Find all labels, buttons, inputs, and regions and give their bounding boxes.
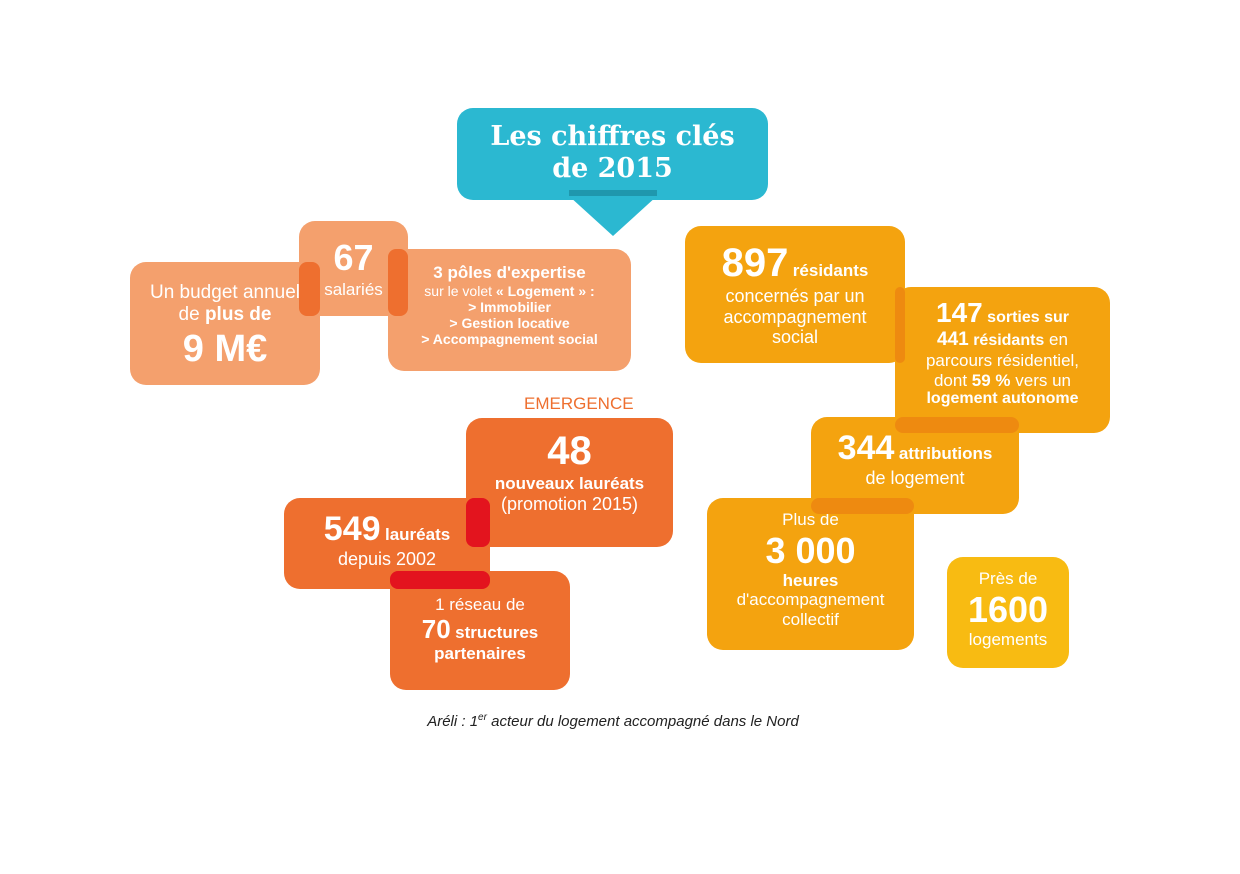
overlap-emergence-bottom <box>390 571 490 589</box>
staff-label: salariés <box>324 280 383 300</box>
expertise-item: > Gestion locative <box>449 314 570 331</box>
residents-box: 897 résidants concernés par un accompagn… <box>685 226 905 363</box>
expertise-box: 3 pôles d'expertise sur le volet « Logem… <box>388 249 631 371</box>
residents-line1: 897 résidants <box>721 241 869 285</box>
expertise-item: > Accompagnement social <box>421 330 598 347</box>
housing-box: Près de 1600 logements <box>947 557 1069 668</box>
overlap-staff-expertise <box>388 249 408 316</box>
footer-caption: Aréli : 1er acteur du logement accompagn… <box>427 712 799 730</box>
new-laureates-sub: (promotion 2015) <box>500 493 639 514</box>
expertise-sub: sur le volet « Logement » : <box>424 282 595 299</box>
total-laureates-box: 549 lauréats depuis 2002 <box>284 498 490 589</box>
title-bubble: Les chiffres clés de 2015 <box>457 108 768 200</box>
page-title-line2: de 2015 <box>552 153 673 184</box>
residents-line4: social <box>771 327 819 348</box>
exits-box: 147 sorties sur 441 résidants en parcour… <box>895 287 1110 433</box>
network-line2: 70 structures <box>421 613 539 644</box>
overlap-budget-staff <box>299 262 320 316</box>
housing-label: logements <box>968 629 1048 649</box>
exits-line3: parcours résidentiel, <box>925 351 1080 371</box>
overlap-exits-attributions <box>895 417 1019 433</box>
new-laureates-value: 48 <box>547 429 592 473</box>
new-laureates-box: 48 nouveaux lauréats (promotion 2015) <box>466 418 673 547</box>
exits-line5: logement autonome <box>926 390 1079 408</box>
total-laureates-sub: depuis 2002 <box>337 549 437 570</box>
title-bubble-pointer <box>569 196 657 236</box>
network-line3: partenaires <box>434 644 526 664</box>
staff-value: 67 <box>333 237 374 278</box>
exits-line2: 441 résidants en <box>937 329 1068 351</box>
new-laureates-label: nouveaux lauréats <box>494 474 645 493</box>
budget-line1: Un budget annuel <box>149 282 300 303</box>
overlap-emergence-top <box>466 498 490 547</box>
housing-pre: Près de <box>978 569 1038 588</box>
total-laureates-line: 549 lauréats <box>323 510 451 548</box>
hours-box: Plus de 3 000 heures d'accompagnement co… <box>707 498 914 650</box>
hours-pre: Plus de <box>782 510 839 529</box>
budget-box: Un budget annuel de plus de 9 M€ <box>130 262 320 385</box>
hours-sub2: collectif <box>782 610 839 630</box>
expertise-item: > Immobilier <box>468 298 551 315</box>
expertise-title: 3 pôles d'expertise <box>433 263 586 282</box>
overlap-attributions-hours <box>811 498 914 514</box>
residents-line3: accompagnement <box>723 306 867 327</box>
hours-value: 3 000 <box>765 529 856 571</box>
network-box: 1 réseau de 70 structures partenaires <box>390 571 570 690</box>
attributions-box: 344 attributions de logement <box>811 417 1019 514</box>
hours-sub1: d'accompagnement <box>736 590 885 610</box>
emergence-label: EMERGENCE <box>524 394 634 413</box>
exits-line1: 147 sorties sur <box>936 297 1069 328</box>
budget-line2: de plus de <box>178 303 272 325</box>
page-title-line1: Les chiffres clés <box>490 121 735 152</box>
title-bubble-underline <box>569 190 657 196</box>
attributions-line1: 344 attributions <box>837 429 993 467</box>
overlap-residents-exits <box>895 287 905 363</box>
attributions-sub: de logement <box>865 468 965 489</box>
exits-line4: dont 59 % vers un <box>933 370 1072 390</box>
network-line1: 1 réseau de <box>435 595 525 614</box>
hours-label: heures <box>782 570 839 590</box>
budget-value: 9 M€ <box>182 327 268 370</box>
residents-line2: concernés par un <box>725 286 865 306</box>
housing-value: 1600 <box>967 588 1049 630</box>
